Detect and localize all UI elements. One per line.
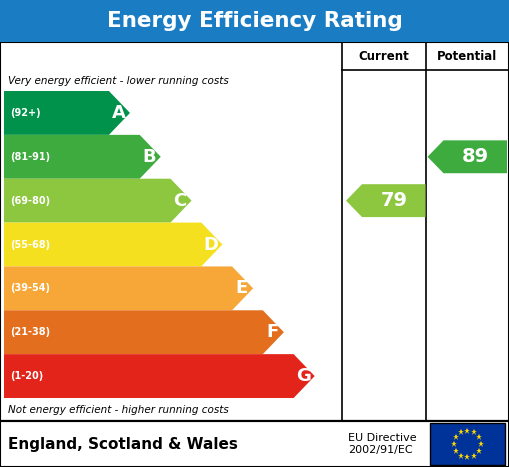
Text: F: F [266,323,278,341]
Text: Very energy efficient - lower running costs: Very energy efficient - lower running co… [8,76,229,86]
Text: (21-38): (21-38) [10,327,50,337]
Polygon shape [4,354,315,398]
Polygon shape [428,141,507,173]
Bar [0,42,509,421]
Polygon shape [4,179,191,223]
Polygon shape [4,310,284,354]
Text: B: B [143,148,156,166]
Polygon shape [4,91,130,135]
Text: (92+): (92+) [10,108,41,118]
Text: E: E [235,279,248,297]
Text: Not energy efficient - higher running costs: Not energy efficient - higher running co… [8,405,229,415]
Text: (69-80): (69-80) [10,196,50,205]
Text: 2002/91/EC: 2002/91/EC [348,445,413,455]
Text: (81-91): (81-91) [10,152,50,162]
Text: G: G [296,367,310,385]
Polygon shape [4,267,253,310]
Text: (1-20): (1-20) [10,371,43,381]
Text: 79: 79 [380,191,407,210]
Text: C: C [174,191,187,210]
Text: England, Scotland & Wales: England, Scotland & Wales [8,437,238,452]
Text: Current: Current [358,50,409,63]
Polygon shape [4,223,222,267]
Text: 89: 89 [462,147,489,166]
Polygon shape [346,184,426,217]
Text: (39-54): (39-54) [10,283,50,293]
Text: A: A [111,104,125,122]
Text: D: D [203,235,218,254]
Bar [430,423,505,465]
Text: Potential: Potential [437,50,497,63]
Bar [0,421,509,467]
Bar [0,0,509,42]
Polygon shape [4,135,161,179]
Text: (55-68): (55-68) [10,240,50,249]
Bar [0,421,509,467]
Text: EU Directive: EU Directive [348,433,417,443]
Text: Energy Efficiency Rating: Energy Efficiency Rating [106,11,403,31]
